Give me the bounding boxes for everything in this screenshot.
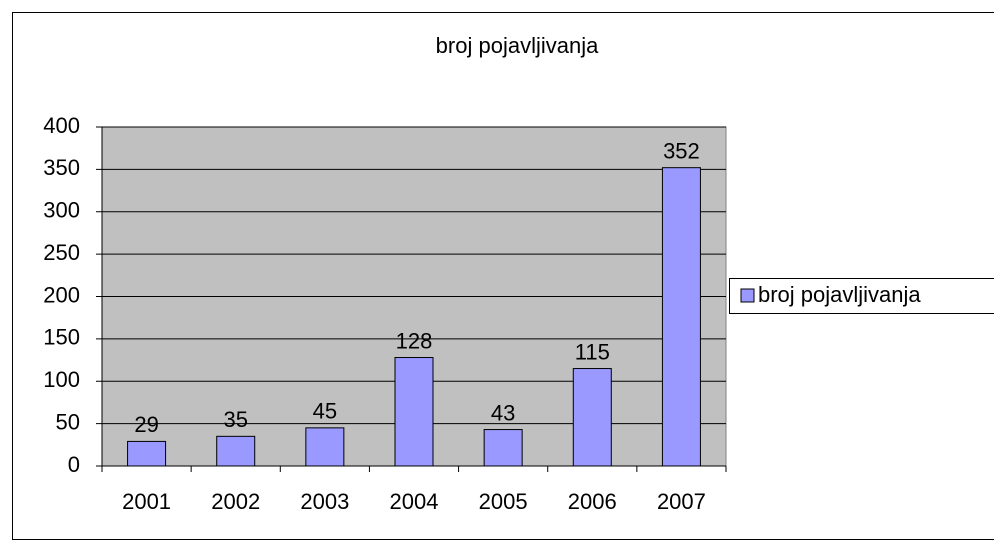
legend-swatch (740, 288, 755, 303)
y-tick-label: 400 (43, 113, 80, 138)
y-tick-label: 0 (68, 452, 80, 477)
y-tick-label: 100 (43, 367, 80, 392)
x-tick-label: 2006 (568, 489, 617, 514)
data-label: 352 (663, 138, 700, 163)
data-label: 35 (223, 407, 247, 432)
y-tick-label: 200 (43, 282, 80, 307)
y-tick-label: 150 (43, 325, 80, 350)
y-tick-label: 300 (43, 198, 80, 223)
x-tick-label: 2003 (300, 489, 349, 514)
data-label: 45 (313, 399, 337, 424)
data-label: 29 (134, 412, 158, 437)
x-tick-label: 2007 (657, 489, 706, 514)
y-tick-label: 350 (43, 155, 80, 180)
bar (394, 357, 434, 467)
x-tick-label: 2002 (211, 489, 260, 514)
bar (661, 167, 701, 467)
legend-label: broj pojavljivanja (758, 282, 921, 307)
bar (127, 440, 167, 467)
chart-title: broj pojavljivanja (436, 33, 599, 58)
x-tick-label: 2005 (479, 489, 528, 514)
y-tick-label: 50 (56, 409, 80, 434)
x-tick-label: 2004 (390, 489, 439, 514)
legend-box (729, 278, 994, 314)
bar (216, 435, 256, 467)
bar (305, 427, 345, 467)
x-tick-label: 2001 (122, 489, 171, 514)
y-tick-label: 250 (43, 240, 80, 265)
bar (572, 368, 612, 467)
data-label: 43 (491, 400, 515, 425)
data-label: 128 (396, 328, 433, 353)
bar (483, 429, 523, 467)
data-label: 115 (575, 339, 610, 364)
